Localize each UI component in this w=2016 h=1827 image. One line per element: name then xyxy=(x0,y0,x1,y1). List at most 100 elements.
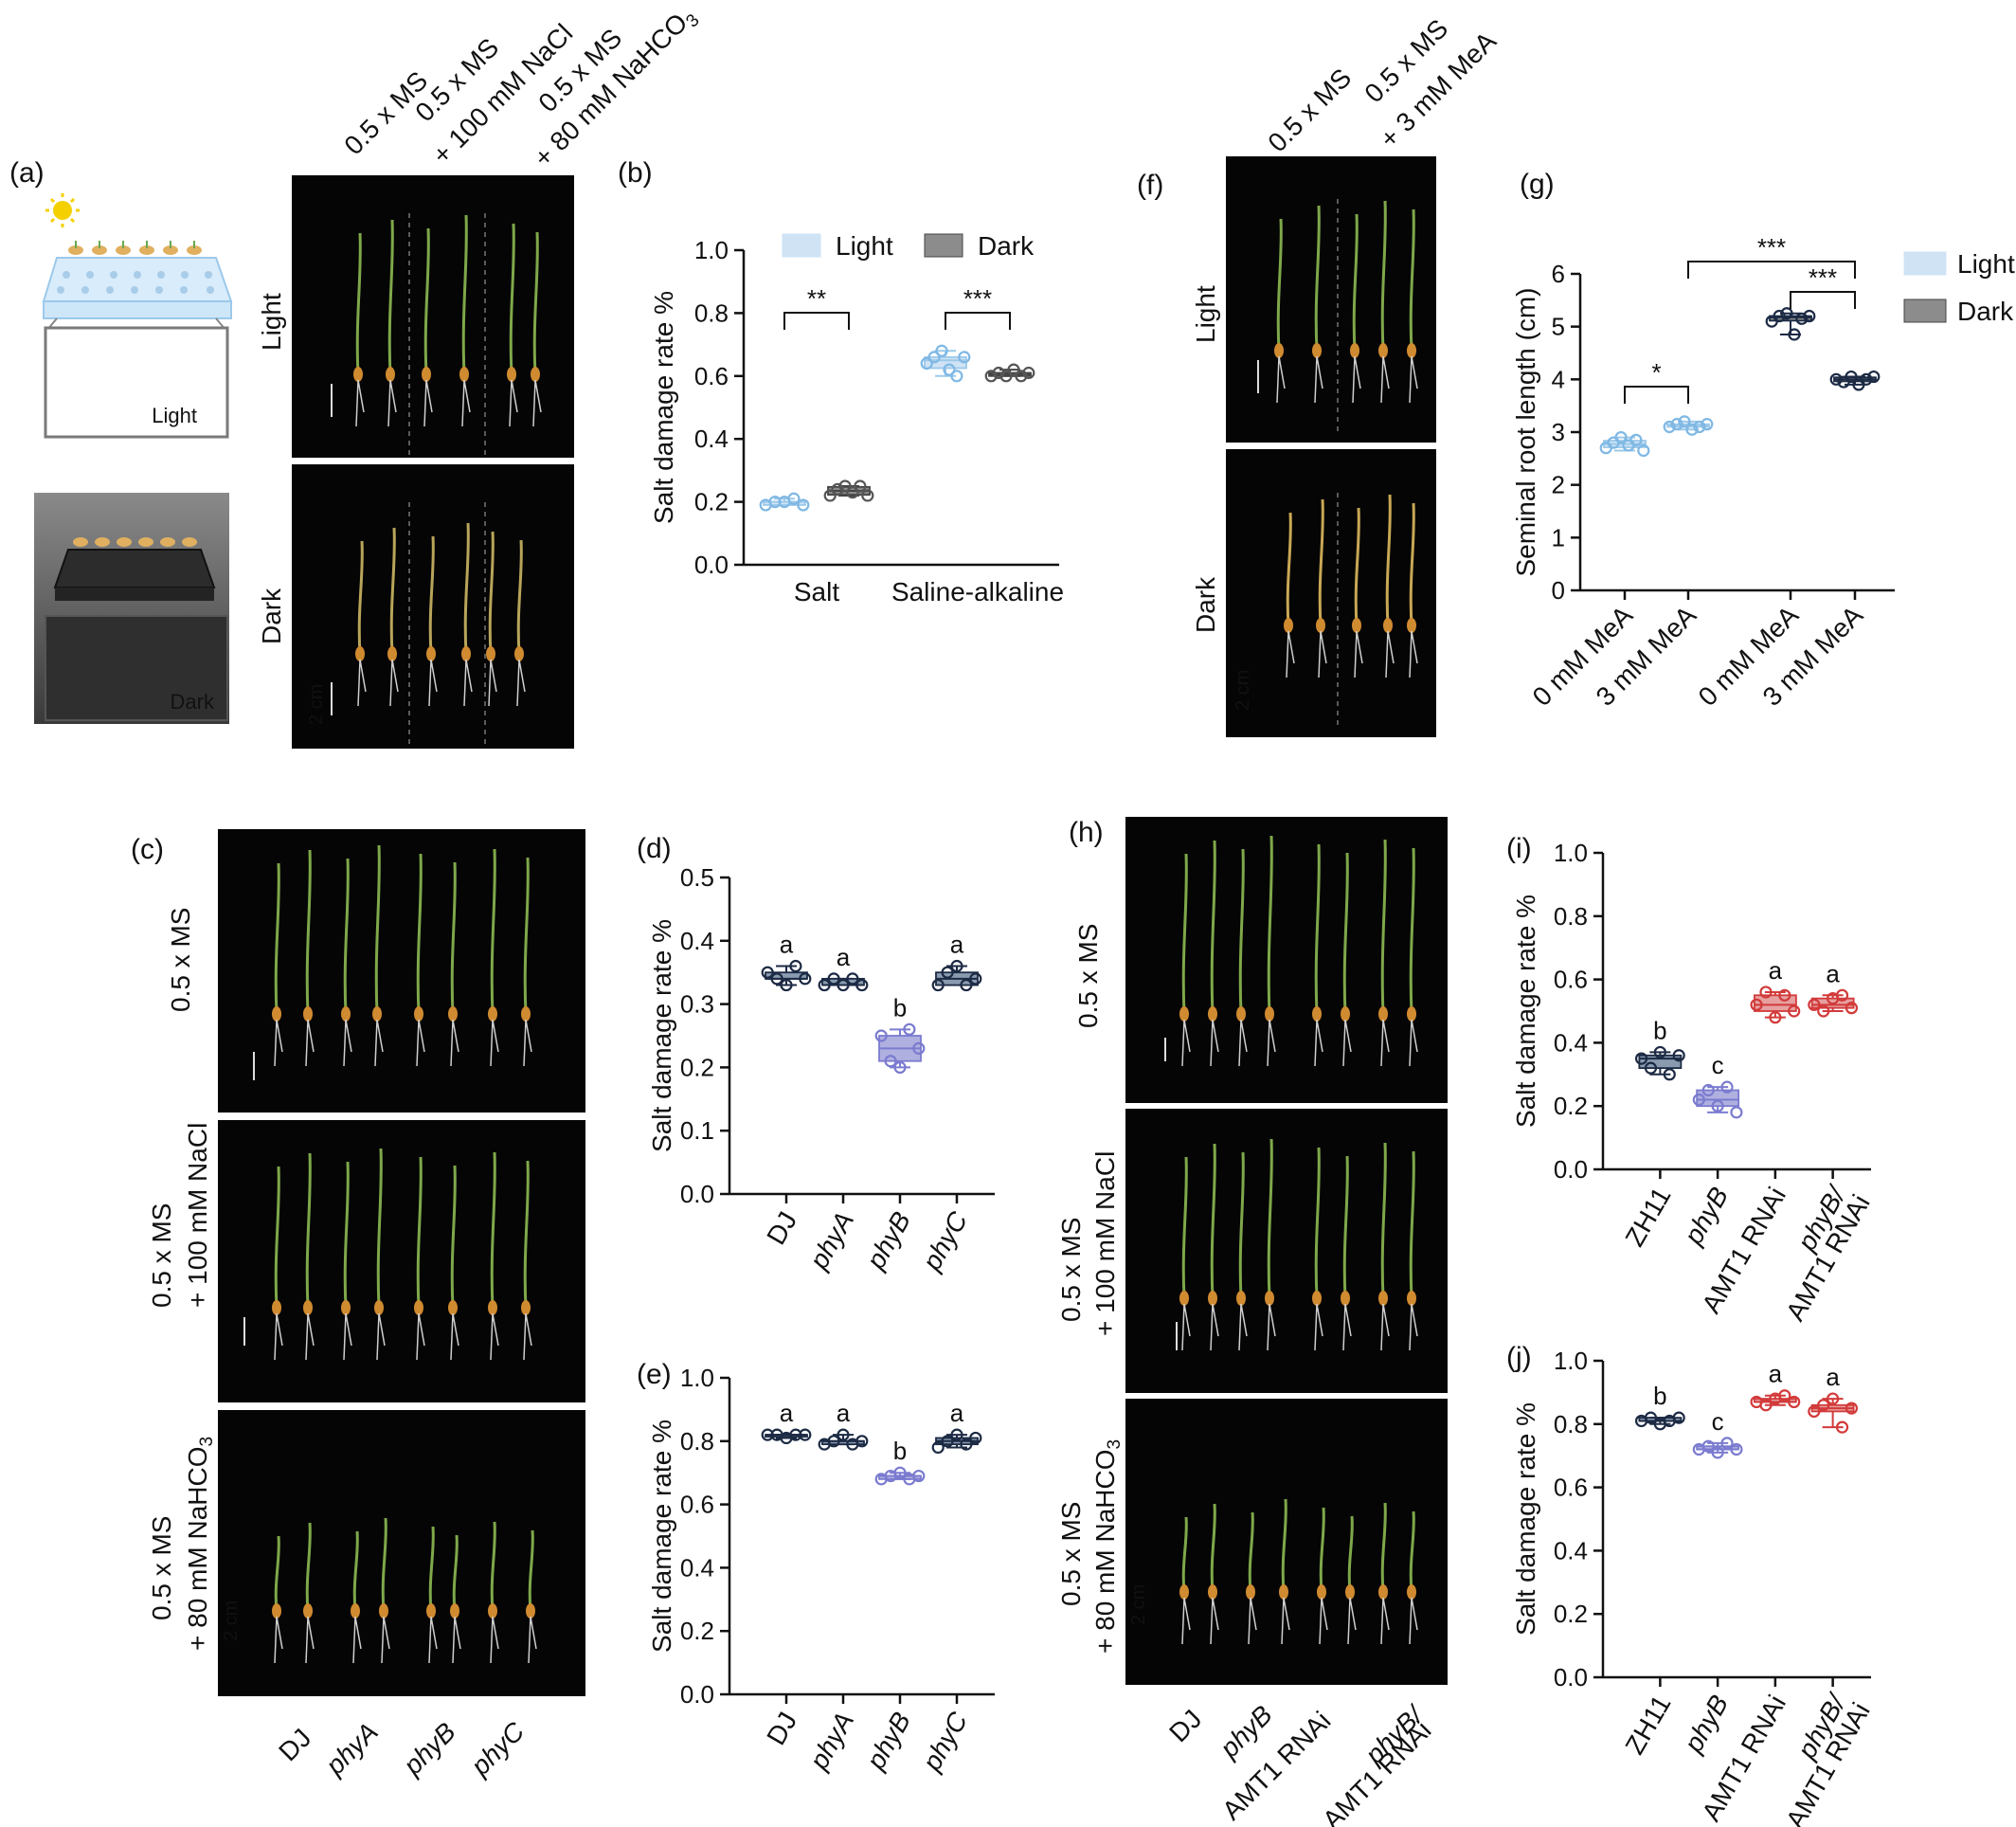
seed xyxy=(1312,1291,1322,1306)
data-point xyxy=(761,966,774,979)
x-tick-label: phyC xyxy=(916,1206,973,1276)
data-point xyxy=(1817,1399,1830,1412)
seedling-shoot xyxy=(374,844,381,1015)
seedling-root xyxy=(1286,630,1295,678)
data-point xyxy=(861,489,874,502)
legend-swatch xyxy=(924,233,963,258)
seedling-root xyxy=(428,659,438,707)
seedling-shoot xyxy=(516,539,523,655)
row-label-nacl: + 100 mM NaCl xyxy=(1090,1151,1120,1336)
data-point xyxy=(912,1041,926,1055)
panel-letter-g: (g) xyxy=(1520,169,1555,200)
data-point xyxy=(1829,372,1843,386)
data-point xyxy=(1730,1106,1743,1119)
seed xyxy=(353,367,363,382)
seedling-root xyxy=(1210,1303,1219,1351)
seedling-shoot xyxy=(490,848,496,1015)
data-point xyxy=(1693,420,1706,434)
seed xyxy=(1236,1006,1246,1022)
seedling-root xyxy=(463,659,473,707)
seedling-shoot xyxy=(1314,205,1321,352)
seed xyxy=(1378,343,1388,358)
seed xyxy=(1274,343,1284,358)
seedling-shoot xyxy=(1238,848,1245,1015)
seedling-root xyxy=(1319,1597,1328,1645)
panel-c-col-labels: DJ phyA phyB phyC xyxy=(273,1716,531,1782)
seedling-shoot xyxy=(1342,1155,1349,1299)
seedling-root xyxy=(1409,1597,1418,1645)
row-label-nahco3: 0.5 x MS xyxy=(147,1516,176,1620)
seedling-root xyxy=(416,1019,425,1067)
seed xyxy=(488,1006,497,1022)
seed xyxy=(272,1006,281,1022)
seedling-shoot xyxy=(1342,852,1349,1015)
data-point xyxy=(1835,988,1849,1002)
legend-label: Light xyxy=(836,231,893,261)
significance-letter: a xyxy=(780,1399,794,1427)
seed xyxy=(514,646,524,661)
significance-letter: a xyxy=(950,931,964,959)
seedling-root xyxy=(1347,1597,1357,1645)
data-point xyxy=(950,370,963,383)
seedling-shoot xyxy=(416,853,423,1015)
data-point xyxy=(943,363,956,376)
data-point xyxy=(827,972,840,986)
data-point xyxy=(1835,1420,1849,1434)
seed xyxy=(1236,1291,1246,1306)
seedling-shoot xyxy=(1181,1156,1188,1299)
data-point xyxy=(787,492,801,505)
seedling-root xyxy=(490,1616,499,1664)
seed xyxy=(303,1006,313,1022)
data-point xyxy=(780,978,793,992)
data-point xyxy=(770,972,783,986)
significance-bracket xyxy=(945,312,1011,330)
panel-a-col-labels: 0.5 x MS 0.5 x MS + 100 mM NaCl 0.5 x MS… xyxy=(338,0,703,175)
seedling-shoot xyxy=(1409,502,1415,626)
seed xyxy=(1378,1584,1388,1600)
data-point xyxy=(818,978,831,992)
seedling-root xyxy=(274,1312,283,1361)
row-label-nacl: + 100 mM NaCl xyxy=(183,1123,212,1308)
seedling-root xyxy=(1409,1303,1418,1351)
seedling-shoot xyxy=(1267,1138,1273,1299)
panel-h-col-labels: DJ phyB AMT1 RNAi phyB/ AMT1 RNAi xyxy=(1163,1699,1436,1827)
photo-f-light xyxy=(1226,156,1436,443)
col-label: 0.5 x MS xyxy=(1262,63,1357,157)
seedling-root xyxy=(1314,355,1323,404)
seedling-shoot xyxy=(1286,512,1292,626)
data-point xyxy=(920,356,933,371)
seedling-root xyxy=(1380,1019,1390,1067)
y-tick-label: 0.4 xyxy=(680,1553,714,1582)
y-tick-label: 0.6 xyxy=(680,1491,714,1519)
data-point xyxy=(950,1428,963,1441)
photo-h: 2 cm xyxy=(1125,817,1448,1685)
seedling-root xyxy=(1210,1019,1219,1067)
seedling-root xyxy=(428,1616,438,1664)
y-tick-label: 5 xyxy=(1552,313,1565,341)
y-axis-title: Salt damage rate % xyxy=(647,919,676,1152)
scale-bar-label: 2 cm xyxy=(221,1601,242,1641)
data-point xyxy=(1678,415,1691,428)
significance-letter: a xyxy=(780,931,794,959)
seedling-root xyxy=(1318,630,1327,678)
y-axis-title: Seminal root length (cm) xyxy=(1511,287,1540,576)
x-tick-label: phyB xyxy=(860,1708,916,1776)
data-point xyxy=(1663,1068,1676,1081)
data-point xyxy=(958,351,971,364)
seedling-shoot xyxy=(1181,853,1188,1015)
seedling-shoot xyxy=(389,527,396,655)
seedling-root xyxy=(355,379,365,427)
data-point xyxy=(884,1055,897,1068)
seedling-root xyxy=(450,1019,459,1067)
seedling-root xyxy=(1380,1597,1390,1645)
seedling-root xyxy=(1238,1303,1248,1351)
seed xyxy=(426,646,436,661)
seed xyxy=(1317,1584,1326,1600)
y-tick-label: 3 xyxy=(1552,418,1565,446)
significance-letter: a xyxy=(837,943,851,971)
data-point xyxy=(1808,1404,1821,1419)
seed xyxy=(1383,618,1393,633)
data-point xyxy=(1701,418,1714,431)
seedling-root xyxy=(274,1019,283,1067)
seed xyxy=(1265,1291,1274,1306)
